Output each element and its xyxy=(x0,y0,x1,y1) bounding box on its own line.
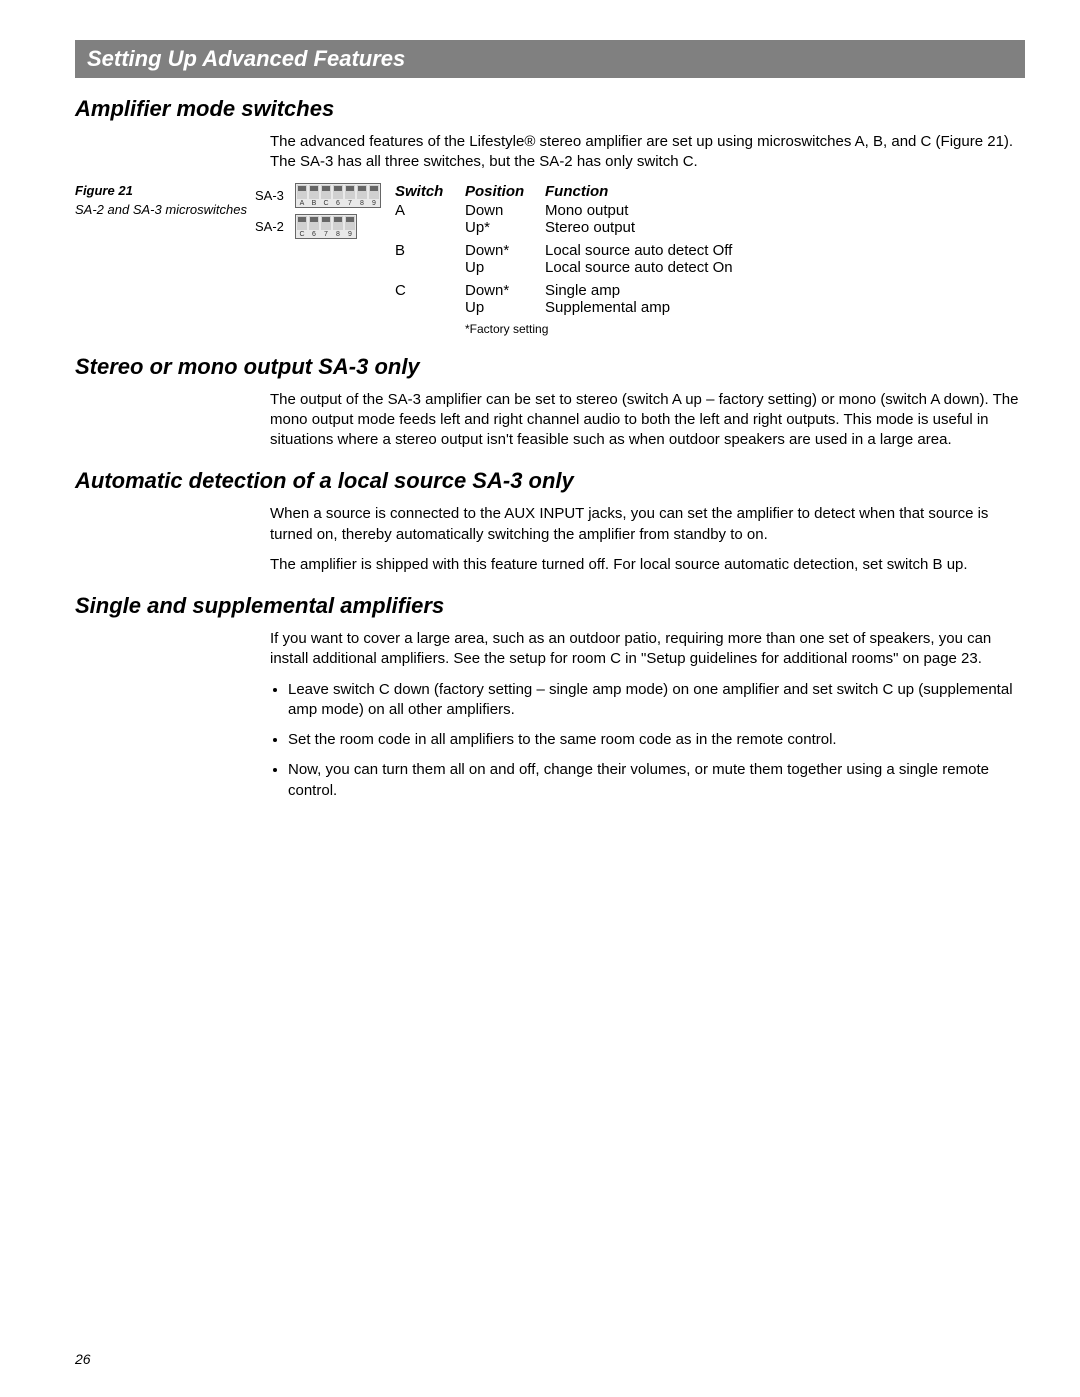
single-supp-intro: If you want to cover a large area, such … xyxy=(270,629,1025,670)
cell-position: Up xyxy=(465,299,545,316)
cell-switch: C xyxy=(395,282,465,299)
list-item: Set the room code in all amplifiers to t… xyxy=(288,730,1025,750)
dip-label: 7 xyxy=(320,231,332,238)
dip-label: 8 xyxy=(356,200,368,207)
factory-note: *Factory setting xyxy=(465,322,1025,336)
stereo-mono-text: The output of the SA-3 amplifier can be … xyxy=(270,390,1025,451)
dip-label: A xyxy=(296,200,308,207)
dip-label: 6 xyxy=(332,200,344,207)
table-row: Up* Stereo output xyxy=(395,219,1025,236)
cell-function: Local source auto detect On xyxy=(545,259,1025,276)
dip-label: 9 xyxy=(368,200,380,207)
stereo-mono-block: The output of the SA-3 amplifier can be … xyxy=(270,390,1025,451)
bullet-list: Leave switch C down (factory setting – s… xyxy=(288,680,1025,801)
table-row: Up Supplemental amp xyxy=(395,299,1025,316)
sa2-dip-icon: C 6 7 8 9 xyxy=(295,214,357,239)
auto-detect-p2: The amplifier is shipped with this featu… xyxy=(270,555,1025,575)
heading-auto-detect: Automatic detection of a local source SA… xyxy=(75,468,1025,494)
auto-detect-p1: When a source is connected to the AUX IN… xyxy=(270,504,1025,545)
heading-amplifier-mode: Amplifier mode switches xyxy=(75,96,1025,122)
cell-switch xyxy=(395,259,465,276)
dip-label: 8 xyxy=(332,231,344,238)
table-row: Up Local source auto detect On xyxy=(395,259,1025,276)
cell-switch: B xyxy=(395,242,465,259)
table-header-row: Switch Position Function xyxy=(395,183,1025,200)
th-position: Position xyxy=(465,183,545,200)
th-function: Function xyxy=(545,183,1025,200)
th-switch: Switch xyxy=(395,183,465,200)
section-header: Setting Up Advanced Features xyxy=(75,40,1025,78)
auto-detect-block: When a source is connected to the AUX IN… xyxy=(270,504,1025,575)
figure-subcaption: SA-2 and SA-3 microswitches xyxy=(75,202,255,217)
figure-title: Figure 21 xyxy=(75,183,255,198)
cell-position: Down xyxy=(465,202,545,219)
cell-switch xyxy=(395,299,465,316)
table-group-b: B Down* Local source auto detect Off Up … xyxy=(395,242,1025,276)
cell-function: Supplemental amp xyxy=(545,299,1025,316)
list-item: Leave switch C down (factory setting – s… xyxy=(288,680,1025,721)
table-group-c: C Down* Single amp Up Supplemental amp xyxy=(395,282,1025,316)
cell-function: Single amp xyxy=(545,282,1025,299)
figure-row: Figure 21 SA-2 and SA-3 microswitches SA… xyxy=(75,183,1025,336)
switch-table: Switch Position Function A Down Mono out… xyxy=(395,183,1025,336)
table-row: A Down Mono output xyxy=(395,202,1025,219)
dip-label: 7 xyxy=(344,200,356,207)
figure-caption: Figure 21 SA-2 and SA-3 microswitches xyxy=(75,183,255,336)
cell-position: Down* xyxy=(465,242,545,259)
single-supp-block: If you want to cover a large area, such … xyxy=(270,629,1025,801)
cell-function: Stereo output xyxy=(545,219,1025,236)
dip-label: B xyxy=(308,200,320,207)
table-group-a: A Down Mono output Up* Stereo output xyxy=(395,202,1025,236)
table-row: C Down* Single amp xyxy=(395,282,1025,299)
table-row: B Down* Local source auto detect Off xyxy=(395,242,1025,259)
dip-label: C xyxy=(320,200,332,207)
list-item: Now, you can turn them all on and off, c… xyxy=(288,760,1025,801)
dip-label: 9 xyxy=(344,231,356,238)
sa2-label: SA-2 xyxy=(255,219,295,234)
cell-position: Up* xyxy=(465,219,545,236)
cell-position: Down* xyxy=(465,282,545,299)
page: Setting Up Advanced Features Amplifier m… xyxy=(0,0,1080,1397)
dip-label: 6 xyxy=(308,231,320,238)
cell-function: Mono output xyxy=(545,202,1025,219)
cell-switch xyxy=(395,219,465,236)
sa3-label: SA-3 xyxy=(255,188,295,203)
switch-diagram: SA-3 A B C 6 7 8 9 SA-2 xyxy=(255,183,395,336)
dip-label: C xyxy=(296,231,308,238)
heading-single-supplemental: Single and supplemental amplifiers xyxy=(75,593,1025,619)
cell-position: Up xyxy=(465,259,545,276)
sa3-dip-icon: A B C 6 7 8 9 xyxy=(295,183,381,208)
cell-function: Local source auto detect Off xyxy=(545,242,1025,259)
intro-text: The advanced features of the Lifestyle® … xyxy=(270,132,1025,173)
page-number: 26 xyxy=(75,1351,91,1367)
cell-switch: A xyxy=(395,202,465,219)
heading-stereo-mono: Stereo or mono output SA-3 only xyxy=(75,354,1025,380)
intro-paragraph: The advanced features of the Lifestyle® … xyxy=(270,132,1025,173)
